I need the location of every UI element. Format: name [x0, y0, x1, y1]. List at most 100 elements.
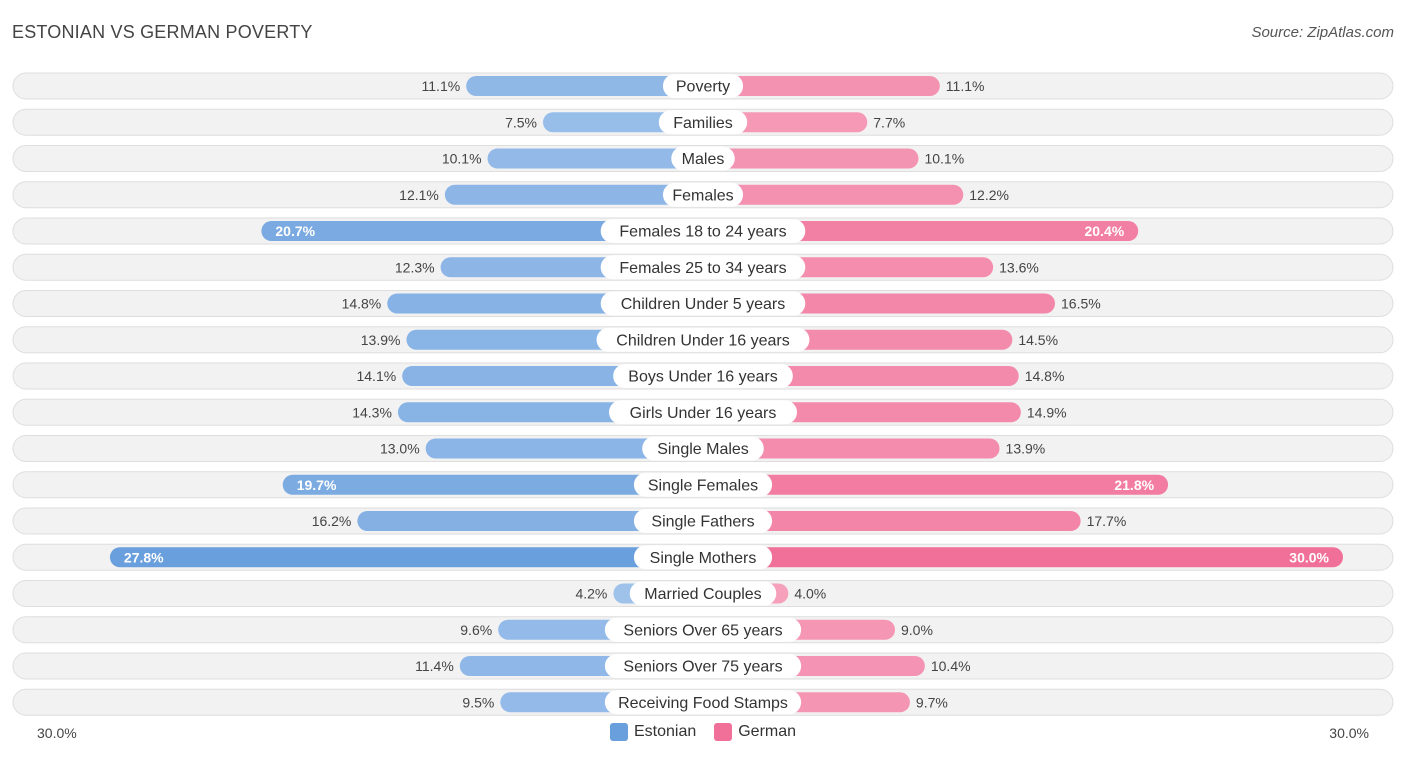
category-label: Single Fathers: [651, 514, 754, 531]
bar-german: [703, 221, 1139, 241]
category-label: Children Under 5 years: [621, 296, 786, 313]
legend-label-estonian: Estonian: [633, 723, 697, 740]
category-label: Single Mothers: [650, 550, 757, 567]
category-label: Girls Under 16 years: [630, 405, 777, 422]
value-label-german: 9.0%: [901, 622, 933, 638]
category-label: Married Couples: [644, 586, 761, 603]
category-label: Females: [672, 187, 733, 204]
value-label-estonian: 20.7%: [275, 223, 315, 239]
category-pill: [609, 400, 797, 425]
bar-estonian: [444, 184, 703, 205]
category-pill: [604, 690, 802, 715]
category-label: Poverty: [676, 79, 730, 96]
bar-german: [703, 474, 1169, 495]
category-pill: [633, 545, 773, 570]
value-label-estonian: 13.0%: [380, 441, 420, 457]
bar-german: [703, 547, 1343, 568]
category-pill: [604, 617, 802, 642]
value-label-estonian: 14.1%: [356, 368, 396, 384]
category-label: Females 18 to 24 years: [619, 224, 786, 241]
value-label-german: 16.5%: [1061, 296, 1101, 312]
value-label-estonian: 9.5%: [462, 694, 494, 710]
category-label: Receiving Food Stamps: [618, 695, 788, 712]
bar-estonian: [282, 474, 703, 495]
bar-german: [703, 184, 964, 205]
value-label-german: 9.7%: [916, 694, 948, 710]
value-label-estonian: 10.1%: [442, 151, 482, 167]
value-label-estonian: 4.2%: [575, 586, 607, 602]
value-label-german: 14.9%: [1027, 404, 1067, 420]
category-pill: [604, 654, 802, 678]
category-pill: [642, 436, 764, 461]
category-pill: [633, 472, 773, 497]
value-label-estonian: 9.6%: [460, 622, 492, 638]
value-label-estonian: 19.7%: [297, 477, 337, 493]
category-pill: [671, 146, 735, 171]
category-label: Seniors Over 65 years: [623, 622, 782, 639]
value-label-german: 14.5%: [1018, 332, 1058, 348]
legend-item-german: German: [714, 723, 796, 741]
category-label: Families: [673, 115, 733, 132]
bar-estonian: [466, 76, 703, 96]
category-label: Children Under 16 years: [616, 332, 789, 349]
category-pill: [600, 219, 806, 243]
value-label-estonian: 14.8%: [342, 296, 382, 312]
bar-estonian: [109, 547, 703, 568]
category-label: Single Females: [648, 477, 758, 494]
category-label: Boys Under 16 years: [628, 369, 777, 386]
value-label-german: 17.7%: [1087, 513, 1127, 529]
value-label-german: 10.1%: [924, 151, 964, 167]
legend-swatch-german: [714, 723, 733, 741]
category-label: Females 25 to 34 years: [619, 260, 786, 277]
bar-german: [703, 438, 1000, 459]
bar-german: [703, 148, 919, 169]
category-pill: [600, 291, 806, 316]
value-label-estonian: 12.3%: [395, 259, 435, 275]
value-label-german: 21.8%: [1114, 477, 1154, 493]
value-label-german: 10.4%: [931, 658, 971, 674]
category-pill: [662, 182, 744, 207]
category-pill: [613, 364, 793, 388]
bar-german: [703, 511, 1081, 531]
value-label-estonian: 13.9%: [361, 332, 401, 348]
category-label: Single Males: [657, 441, 749, 458]
legend-label-german: German: [738, 723, 797, 740]
axis-left-label: 30.0%: [37, 725, 77, 741]
bar-estonian: [357, 511, 703, 531]
category-label: Males: [682, 151, 725, 168]
value-label-estonian: 11.4%: [415, 658, 454, 674]
bar-estonian: [425, 438, 703, 459]
category-pill: [633, 509, 773, 533]
value-label-german: 20.4%: [1084, 223, 1124, 239]
value-label-german: 7.7%: [873, 114, 905, 130]
bar-estonian: [261, 221, 703, 241]
category-label: Seniors Over 75 years: [623, 659, 782, 676]
value-label-estonian: 12.1%: [399, 187, 439, 203]
value-label-german: 11.1%: [946, 78, 985, 94]
category-pill: [596, 327, 810, 352]
value-label-estonian: 16.2%: [312, 513, 352, 529]
chart-title: ESTONIAN VS GERMAN POVERTY: [12, 22, 313, 42]
category-pill: [629, 581, 777, 606]
category-pill: [662, 74, 744, 98]
source-label: Source: ZipAtlas.com: [1251, 24, 1394, 41]
axis-right-label: 30.0%: [1329, 725, 1369, 741]
bar-estonian: [487, 148, 703, 169]
bar-german: [703, 76, 940, 96]
legend: Estonian German: [0, 723, 1406, 741]
value-label-german: 13.9%: [1006, 441, 1046, 457]
legend-swatch-estonian: [609, 723, 628, 741]
value-label-german: 13.6%: [999, 259, 1039, 275]
value-label-estonian: 11.1%: [422, 78, 461, 94]
value-label-estonian: 7.5%: [505, 114, 537, 130]
chart: 11.1% 11.1% Poverty 7.5% 7.7% Families 10.1% 10…: [12, 72, 1394, 716]
value-label-german: 12.2%: [969, 187, 1009, 203]
value-label-german: 14.8%: [1025, 368, 1065, 384]
legend-item-estonian: Estonian: [609, 723, 697, 741]
value-label-estonian: 27.8%: [124, 549, 164, 565]
category-pill: [600, 255, 806, 280]
value-label-estonian: 14.3%: [352, 404, 392, 420]
value-label-german: 30.0%: [1289, 549, 1329, 565]
value-label-german: 4.0%: [794, 586, 826, 602]
category-pill: [658, 110, 748, 135]
